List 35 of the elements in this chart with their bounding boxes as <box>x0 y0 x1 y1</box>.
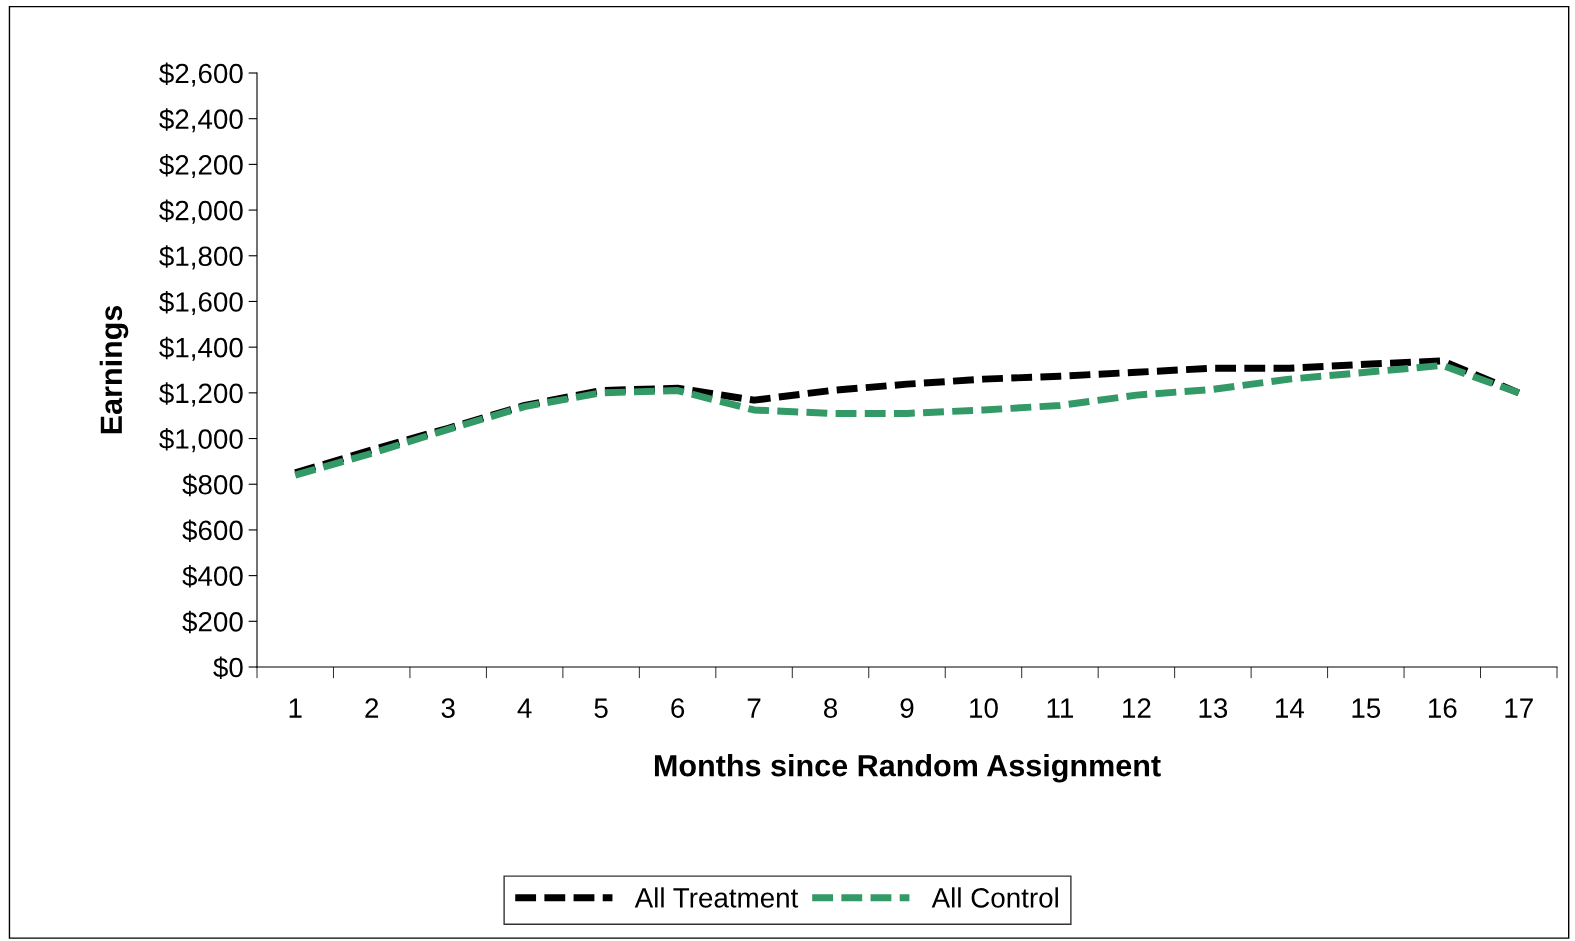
y-tick-label: $200 <box>182 610 243 634</box>
y-tick-label: $1,200 <box>159 382 243 407</box>
y-tick-label: $600 <box>182 519 243 542</box>
y-tick-label: $0 <box>213 656 243 679</box>
y-axis-title: Earnings <box>99 305 129 434</box>
x-tick-label: 4 <box>517 698 532 718</box>
y-tick-label: $1,400 <box>159 336 243 361</box>
y-tick-label: $1,800 <box>159 245 243 270</box>
x-tick-label: 15 <box>1352 698 1381 718</box>
x-tick-label: 16 <box>1428 698 1457 718</box>
x-axis-title: Months since Random Assignment <box>654 754 1161 783</box>
x-tick-label: 9 <box>900 698 914 718</box>
x-tick-label: 7 <box>747 698 761 718</box>
x-tick-label: 3 <box>441 698 455 718</box>
y-tick-label: $1,600 <box>159 290 243 316</box>
legend-label: All Control <box>931 887 1058 908</box>
legend-label: All Treatment <box>634 887 799 908</box>
y-tick-label: $2,000 <box>159 199 243 224</box>
x-tick-label: 8 <box>824 698 838 718</box>
y-tick-label: $2,400 <box>159 108 243 133</box>
x-tick-label: 17 <box>1505 698 1533 718</box>
y-tick-label: $400 <box>182 565 243 588</box>
y-tick-label: $2,600 <box>159 62 243 87</box>
x-tick-label: 12 <box>1123 698 1151 718</box>
x-tick-label: 2 <box>365 698 379 718</box>
y-tick-label: $800 <box>182 473 243 497</box>
x-tick-label: 10 <box>970 698 998 718</box>
x-tick-label: 14 <box>1276 698 1304 718</box>
x-tick-label: 6 <box>671 698 685 718</box>
x-tick-label: 11 <box>1047 698 1074 718</box>
x-tick-label: 1 <box>289 698 302 718</box>
x-tick-label: 13 <box>1199 698 1228 718</box>
x-tick-label: 5 <box>594 698 608 718</box>
y-tick-label: $2,200 <box>159 153 243 178</box>
y-tick-label: $1,000 <box>159 428 243 453</box>
